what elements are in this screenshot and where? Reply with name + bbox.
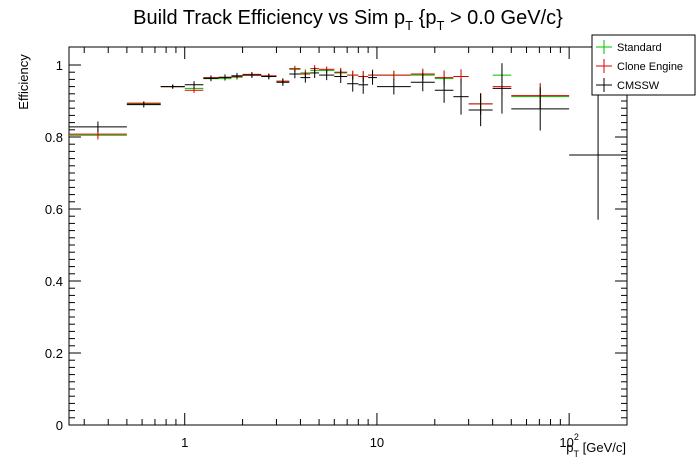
data-point: [203, 75, 219, 82]
y-tick-label: 0.2: [45, 346, 63, 361]
x-axis-label-sub: T: [574, 449, 580, 459]
data-point: [453, 78, 469, 115]
x-axis-label-main: p: [566, 440, 573, 455]
data-point: [569, 90, 627, 220]
data-point: [310, 67, 320, 78]
y-tick-label: 0.6: [45, 202, 63, 217]
chart-title: Build Track Efficiency vs Sim pT {pT > 0…: [133, 7, 563, 33]
data-point: [126, 101, 161, 108]
legend-label: Standard: [617, 42, 662, 54]
data-point: [300, 72, 311, 83]
axis-tick-labels: 0 0.2 0.4 0.6 0.8 1 1 10 102: [45, 58, 579, 450]
series-cmssw: [69, 63, 627, 220]
data-point: [289, 69, 301, 79]
chart-title-suffix: > 0.0 GeV/c}: [444, 7, 563, 29]
y-tick-label: 1: [56, 58, 63, 73]
y-axis-label: Efficiency: [16, 54, 31, 110]
data-point: [242, 72, 262, 78]
plot-frame: [68, 46, 628, 426]
legend-label: Clone Engine: [617, 61, 683, 73]
chart-title-sub1: T: [405, 18, 413, 33]
x-tick-label: 102: [559, 432, 578, 450]
data-point: [276, 78, 290, 86]
y-tick-label: 0.8: [45, 130, 63, 145]
data-series-layer: [69, 63, 627, 220]
chart-title-prefix: Build Track Efficiency vs Sim p: [133, 7, 405, 29]
legend: Standard Clone Engine CMSSW: [591, 34, 696, 96]
legend-entry: Clone Engine: [596, 59, 683, 73]
x-tick-label: 10: [370, 435, 384, 450]
data-point: [261, 73, 277, 80]
data-point: [347, 75, 359, 92]
data-point: [218, 74, 232, 81]
y-tick-label: 0.4: [45, 274, 63, 289]
data-point: [231, 72, 243, 79]
data-point: [376, 70, 411, 80]
legend-entry: CMSSW: [596, 78, 660, 92]
data-point: [334, 70, 348, 83]
data-point: [492, 63, 512, 114]
data-point: [184, 81, 204, 89]
svg-text:Build Track Efficiency vs Sim: Build Track Efficiency vs Sim pT {pT > 0…: [133, 7, 563, 33]
x-axis-label: pT [GeV/c]: [566, 440, 626, 459]
data-point: [468, 93, 493, 127]
x-axis-label-unit: [GeV/c]: [579, 440, 626, 455]
data-point: [410, 73, 435, 92]
y-tick-label: 0: [56, 418, 63, 433]
chart-title-sub2: T: [436, 18, 444, 33]
data-point: [69, 121, 127, 133]
data-point: [319, 70, 335, 81]
data-point: [160, 84, 185, 89]
x-tick-label: 1: [181, 435, 188, 450]
data-point: [368, 70, 377, 85]
legend-label: CMSSW: [617, 80, 660, 92]
legend-entry: Standard: [596, 40, 662, 54]
data-point: [434, 77, 454, 103]
data-point: [376, 78, 411, 95]
chart-title-mid: {p: [413, 7, 436, 29]
data-point: [358, 75, 369, 94]
data-point: [511, 87, 570, 131]
